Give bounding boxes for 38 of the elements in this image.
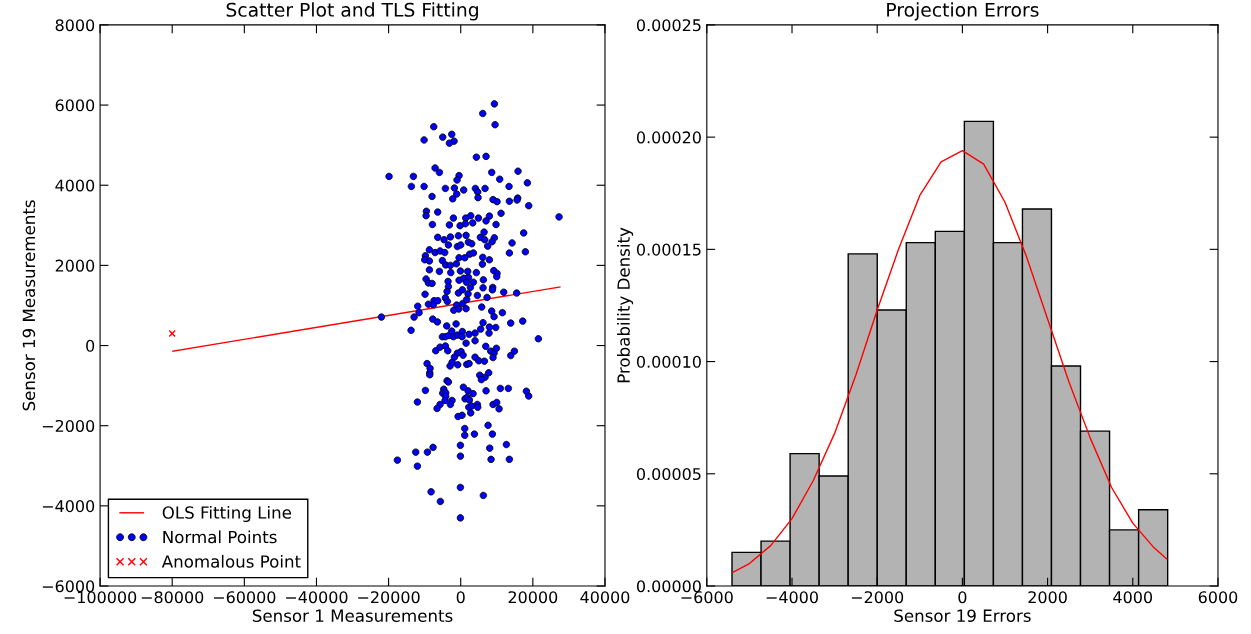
y-tick-label: 0.00000 [636,580,701,593]
y-tick-label: 0.00015 [636,243,701,256]
y-tick-label: 0.00020 [636,131,701,144]
x-tick-label: 0 [958,591,967,604]
x-tick-label: −80000 [141,591,204,604]
y-tick-label: −4000 [42,500,95,513]
y-tick-label: −2000 [42,419,95,432]
x-axis-title: Sensor 19 Errors [894,609,1031,622]
y-tick-label: −6000 [42,580,95,593]
y-tick-label: 0.00025 [636,19,701,32]
x-tick-label: −100000 [64,591,137,604]
y-tick-label: 6000 [55,99,95,112]
legend-label: OLS Fitting Line [162,505,292,523]
x-tick-label: −6000 [681,591,733,604]
x-tick-label: −2000 [851,591,904,604]
x-tick-label: 2000 [1028,591,1067,604]
x-tick-label: 4000 [1113,591,1153,604]
legend-label: Anomalous Point [161,554,301,568]
y-tick-label: 2000 [55,259,95,272]
x-tick-label: 20000 [508,591,558,604]
x-tick-label: 40000 [580,591,630,604]
chart-title: Scatter Plot and TLS Fitting [226,2,478,21]
y-tick-label: 0.00005 [636,468,701,481]
x-tick-label: 6000 [1198,591,1238,604]
y-tick-label: 8000 [55,19,95,32]
y-axis-title: Sensor 19 Measurements [22,200,36,411]
chart-title: Projection Errors [887,2,1039,21]
y-tick-label: 4000 [55,179,95,192]
x-tick-label: −60000 [213,591,276,604]
x-tick-label: 0 [456,591,465,604]
y-axis-title: Probability Density [617,227,634,383]
y-tick-label: 0 [86,339,95,352]
x-axis-title: Sensor 1 Measurements [252,609,453,622]
legend-label: Normal Points [163,530,277,544]
x-tick-label: −20000 [358,591,420,604]
y-tick-label: 0.00010 [636,355,701,368]
x-tick-label: −4000 [766,591,818,604]
x-tick-label: −40000 [286,591,348,604]
